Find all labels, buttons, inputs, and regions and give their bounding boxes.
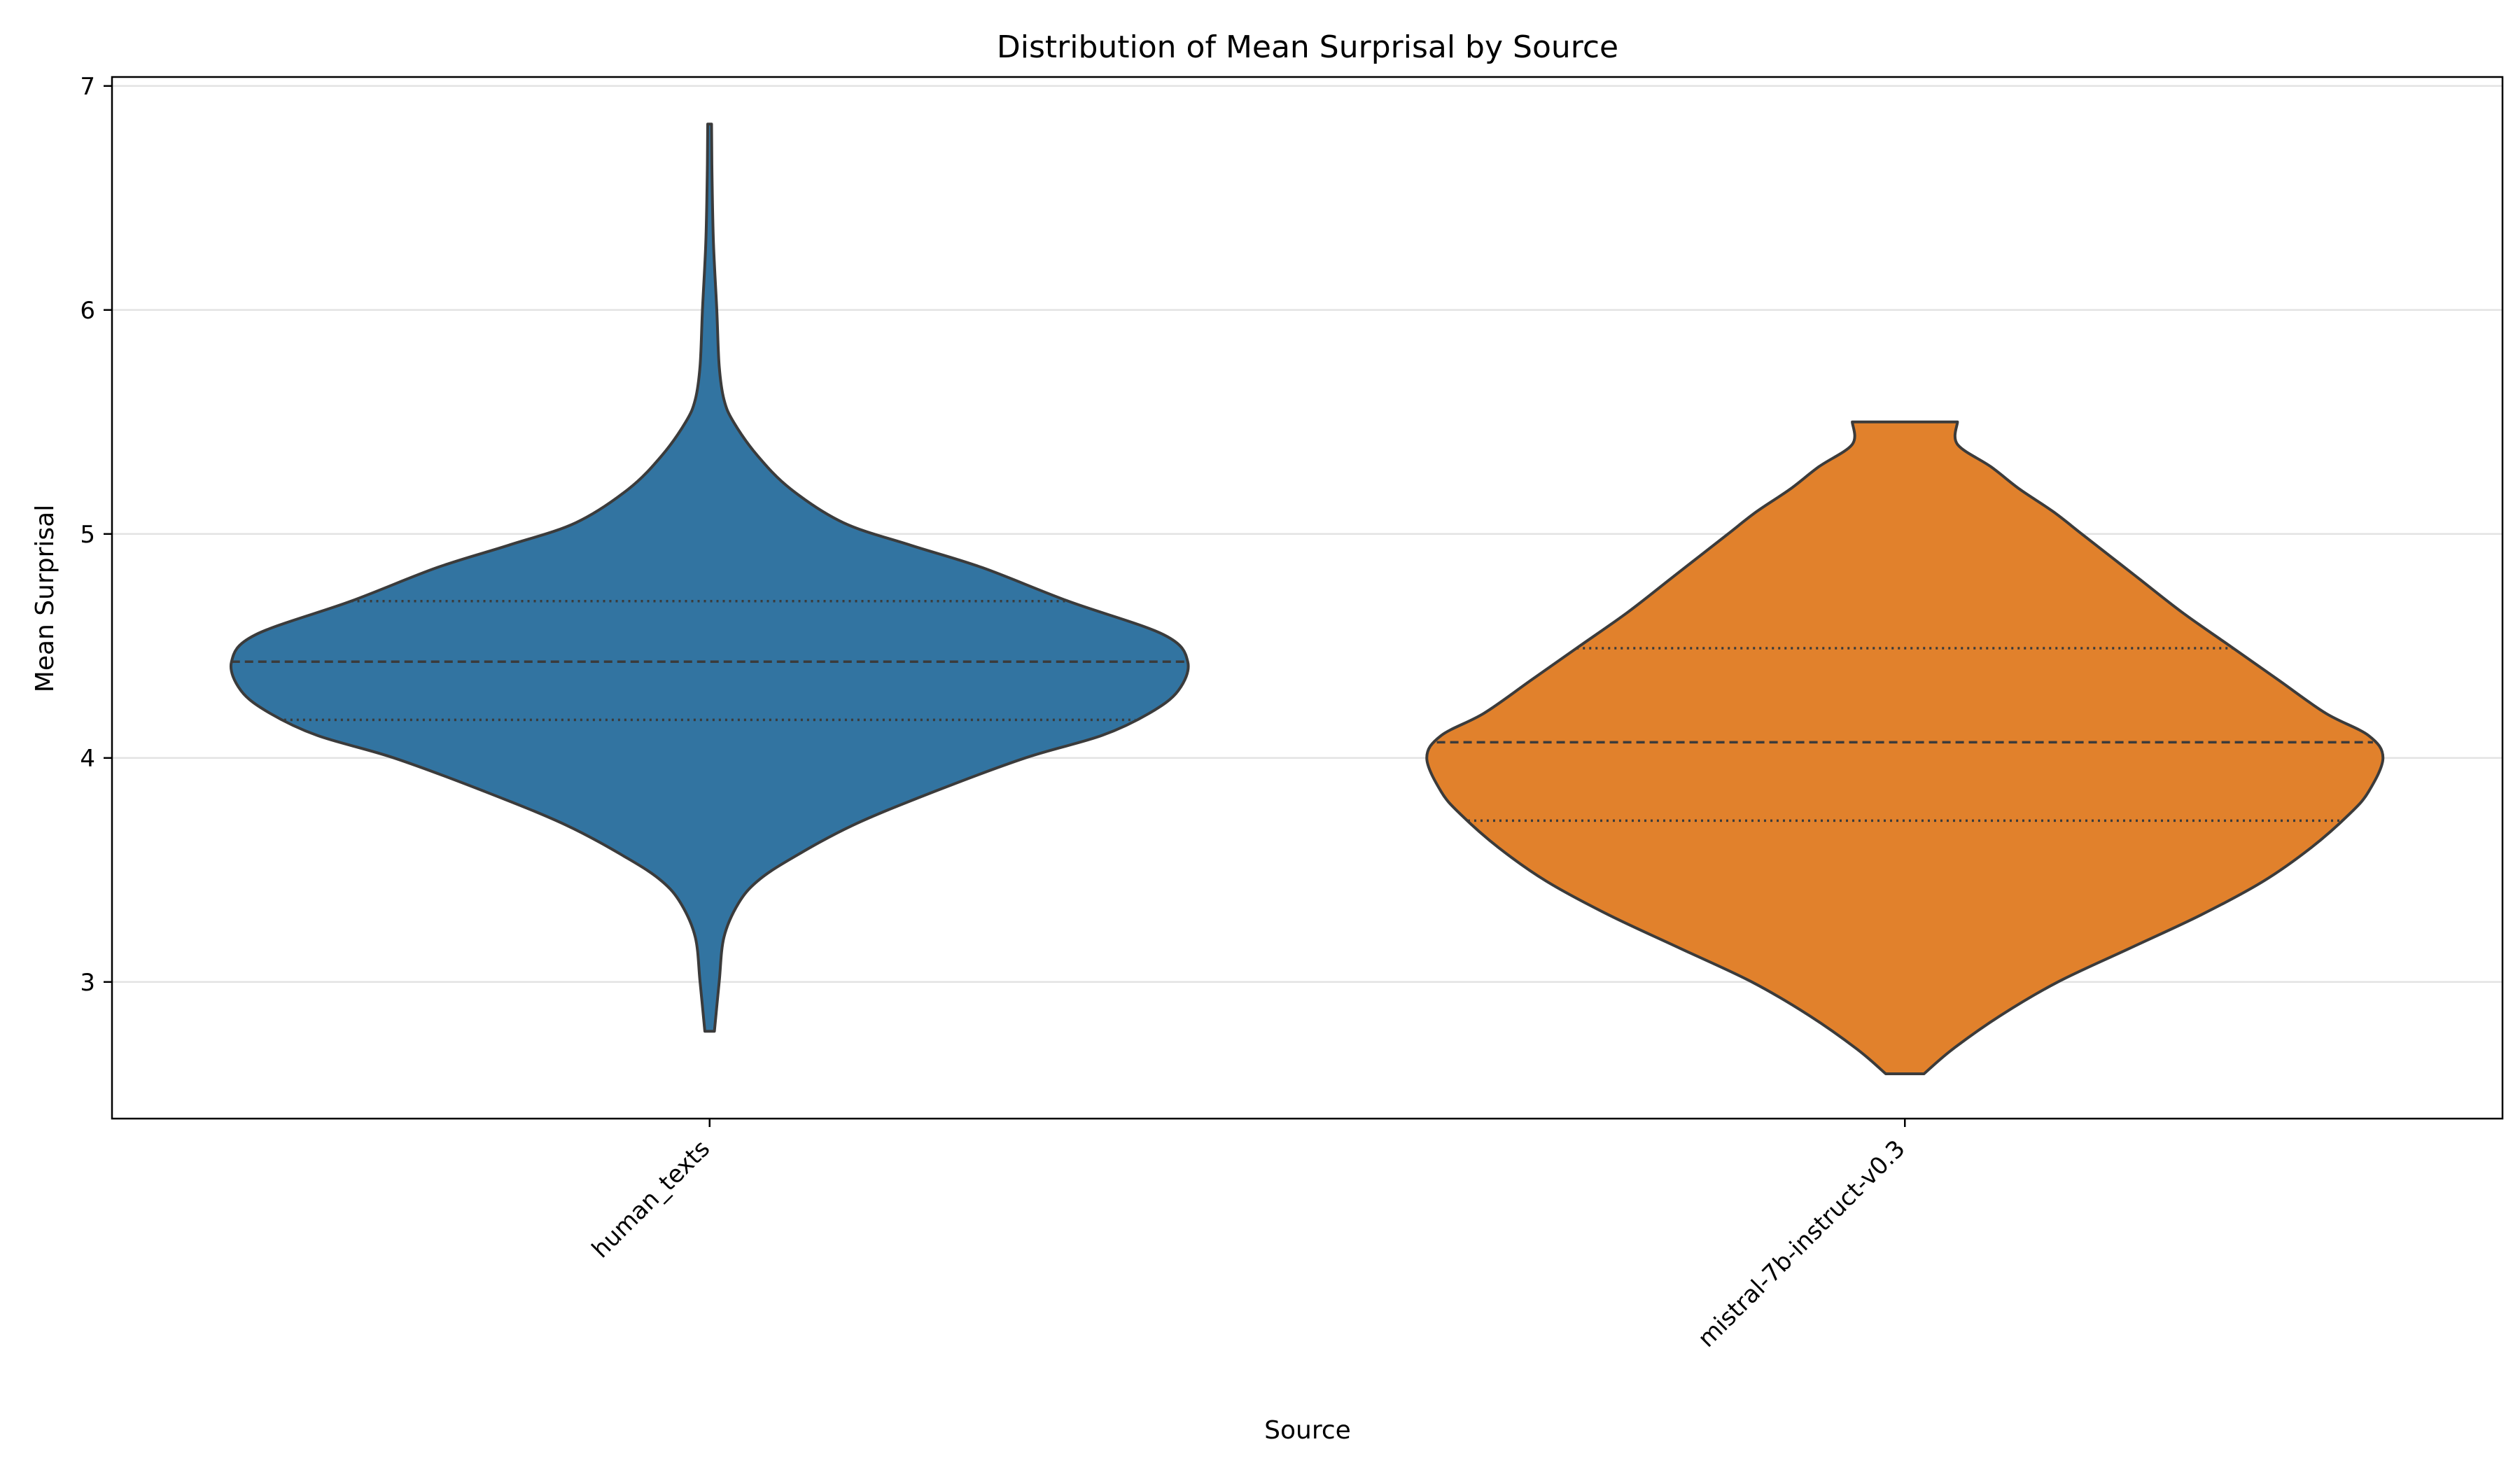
y-tick-label: 3	[80, 969, 95, 997]
x-axis-label: Source	[1264, 1416, 1351, 1445]
y-tick-label: 7	[80, 73, 95, 101]
y-tick-label: 5	[80, 521, 95, 549]
y-axis: 3 4 5 6 7	[80, 73, 112, 997]
violin-mistral-7b-instruct-v0.3	[1425, 420, 2385, 1075]
violins	[229, 122, 2385, 1075]
y-tick-label: 4	[80, 745, 95, 773]
y-axis-label: Mean Surprisal	[31, 505, 59, 692]
y-tick-label: 6	[80, 297, 95, 325]
chart-title: Distribution of Mean Surprisal by Source	[997, 29, 1618, 65]
violin-body	[229, 122, 1190, 1033]
violin-human_texts	[229, 122, 1190, 1033]
violin-body	[1425, 420, 2385, 1075]
plot-area-frame	[111, 76, 2504, 1120]
